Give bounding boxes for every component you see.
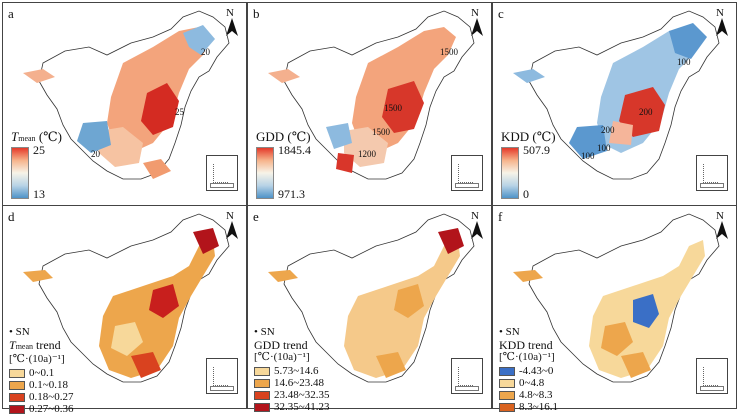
contour-label: 1200 (358, 149, 376, 159)
contour-label: 100 (597, 143, 611, 153)
legend-max: 507.9 (523, 143, 550, 157)
legend-class-row: 4.8~8.3 (499, 389, 558, 401)
swatch (9, 392, 25, 402)
north-arrow-icon: N (224, 7, 240, 37)
panel-label: c (498, 6, 504, 21)
color-ramp (501, 147, 519, 199)
panel-label: d (8, 209, 15, 224)
contour-label: 1500 (384, 103, 402, 113)
panel-f-kdd-trend: f N • SN KDD trend [℃·(10a)⁻¹] -4.43~0 0… (492, 205, 737, 413)
swatch (9, 404, 25, 414)
panel-a-tmean: a N 20 25 20 Tmean (℃) 25 13 (2, 2, 247, 206)
swatch (254, 366, 270, 376)
legend-class-row: 32.35~41.23 (254, 401, 329, 413)
contour-label: 25 (175, 107, 184, 117)
panel-label: b (253, 6, 260, 21)
gdd-map (268, 10, 475, 180)
swatch (499, 402, 515, 412)
south-china-sea-inset (696, 155, 728, 191)
legend-class-row: 14.6~23.48 (254, 377, 329, 389)
north-arrow-icon: N (224, 210, 240, 240)
south-china-sea-inset (206, 155, 238, 191)
tmean-trend-legend: • SN Tmean trend [℃·(10a)⁻¹] 0~0.1 0.1~0… (9, 326, 74, 415)
contour-label: 200 (639, 107, 653, 117)
contour-label: 200 (601, 125, 615, 135)
north-arrow-icon: N (469, 7, 485, 37)
swatch (254, 402, 270, 412)
legend-class-row: 0.1~0.18 (9, 379, 73, 391)
north-arrow-icon: N (469, 210, 485, 240)
tmean-trend-map (23, 213, 230, 383)
swatch (254, 378, 270, 388)
tmean-map (23, 10, 230, 180)
south-china-sea-inset (696, 358, 728, 394)
north-arrow-icon: N (714, 210, 730, 240)
station-legend: • SN (254, 326, 275, 338)
legend-class-row: 5.73~14.6 (254, 365, 329, 377)
south-china-sea-inset (451, 358, 483, 394)
contour-label: 20 (201, 47, 210, 57)
legend-class-row: 0~0.1 (9, 367, 73, 379)
swatch (9, 368, 25, 378)
swatch (499, 366, 515, 376)
legend-class-row: 8.3~16.1 (499, 401, 558, 413)
legend-max: 1845.4 (278, 143, 311, 157)
kdd-trend-legend: • SN KDD trend [℃·(10a)⁻¹] -4.43~0 0~4.8… (499, 326, 558, 413)
swatch (254, 390, 270, 400)
panel-label: e (253, 209, 259, 224)
legend-class-row: 0.18~0.27 (9, 391, 73, 403)
south-china-sea-inset (451, 155, 483, 191)
panel-label: a (8, 6, 14, 21)
gdd-trend-legend: • SN GDD trend [℃·(10a)⁻¹] 5.73~14.6 14.… (254, 326, 330, 413)
panel-c-kdd: c N 100 200 200 100 100 KDD (℃) 507.9 0 (492, 2, 737, 206)
north-arrow-icon: N (714, 7, 730, 37)
kdd-trend-map (513, 213, 720, 383)
contour-label: 100 (581, 151, 595, 161)
contour-label: 1500 (440, 47, 458, 57)
contour-label: 20 (91, 149, 100, 159)
contour-label: 1500 (372, 127, 390, 137)
legend-min: 0 (523, 187, 529, 201)
station-legend: • SN (9, 326, 30, 338)
color-ramp (11, 147, 29, 199)
color-ramp (256, 147, 274, 199)
gdd-legend: GDD (℃) 1845.4 971.3 (256, 129, 311, 201)
tmean-legend: Tmean (℃) 25 13 (11, 129, 63, 201)
contour-label: 100 (677, 57, 691, 67)
panel-d-tmean-trend: d N • SN Tmean trend [℃·(10a)⁻¹] 0~0.1 0… (2, 205, 247, 415)
kdd-legend: KDD (℃) 507.9 0 (501, 129, 556, 201)
kdd-map (513, 10, 720, 180)
panel-e-gdd-trend: e N • SN GDD trend [℃·(10a)⁻¹] 5.73~14.6… (247, 205, 492, 413)
legend-class-row: -4.43~0 (499, 365, 558, 377)
legend-class-row: 0~4.8 (499, 377, 558, 389)
legend-class-row: 0.27~0.36 (9, 403, 73, 415)
gdd-trend-map (268, 213, 475, 383)
south-china-sea-inset (206, 358, 238, 394)
swatch (499, 378, 515, 388)
panel-label: f (498, 209, 503, 224)
legend-class-row: 23.48~32.35 (254, 389, 329, 401)
swatch (9, 380, 25, 390)
panel-b-gdd: b N 1500 1500 1500 1200 GDD (℃) 1845.4 9… (247, 2, 492, 206)
legend-min: 13 (33, 187, 45, 201)
station-legend: • SN (499, 326, 520, 338)
legend-max: 25 (33, 143, 45, 157)
swatch (499, 390, 515, 400)
legend-min: 971.3 (278, 187, 305, 201)
